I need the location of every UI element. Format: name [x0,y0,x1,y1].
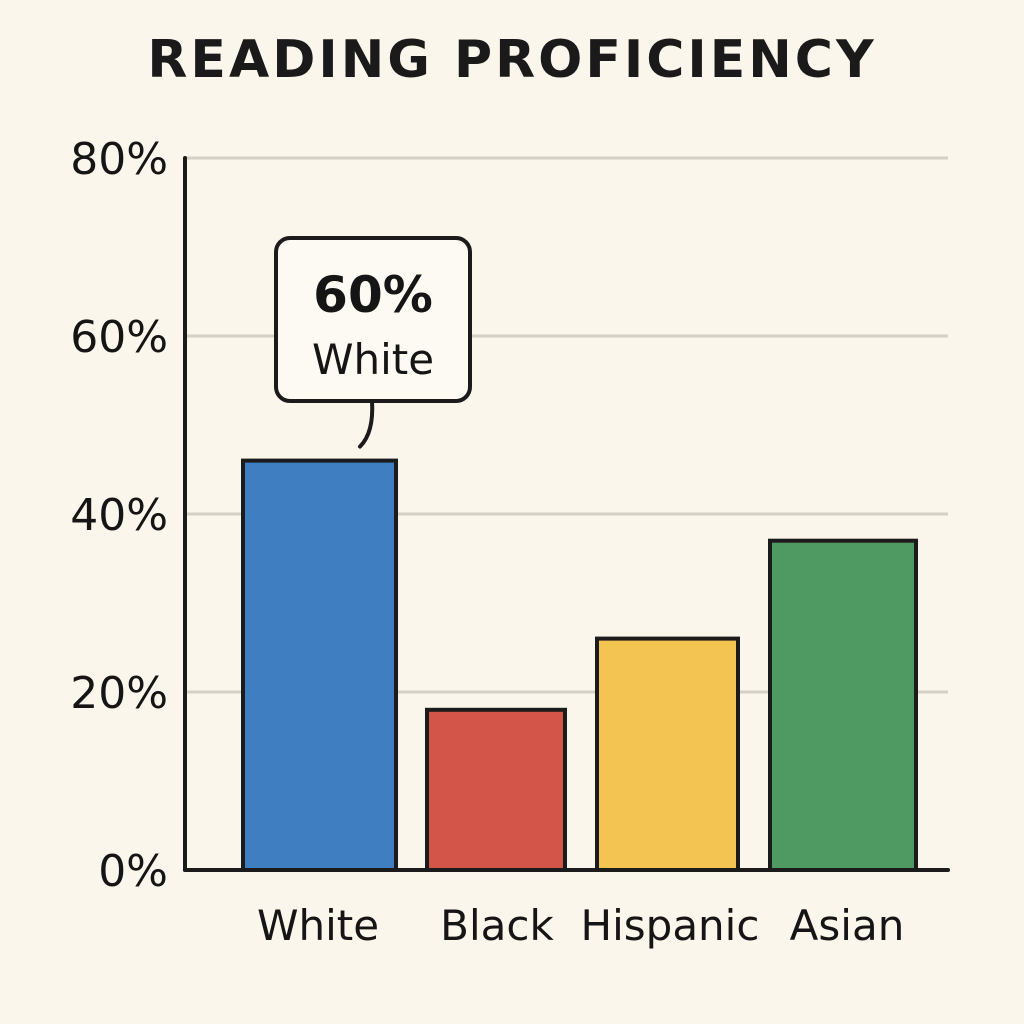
bar-asian [768,538,918,872]
y-tick-label: 0% [98,846,168,897]
bar-black [425,707,567,872]
chart-title: READING PROFICIENCY [147,30,877,90]
x-category-label: Asian [790,901,905,950]
callout-pointer [358,399,375,449]
y-tick-labels: 0% 20% 40% 60% 80% [70,134,168,897]
x-category-label: Black [440,901,554,950]
callout-value-label: 60% [313,266,433,324]
x-category-label: White [257,901,379,950]
y-tick-label: 60% [70,312,168,363]
bars [241,458,918,872]
x-category-labels: White Black Hispanic Asian [257,901,904,950]
y-tick-label: 80% [70,134,168,185]
bar-hispanic [595,636,740,872]
callout-category-label: White [312,335,434,384]
bar-white [241,458,398,872]
y-tick-label: 40% [70,490,168,541]
axes [183,156,950,872]
callout-annotation: 60% White [274,236,472,449]
y-tick-label: 20% [70,668,168,719]
x-category-label: Hispanic [581,901,760,950]
